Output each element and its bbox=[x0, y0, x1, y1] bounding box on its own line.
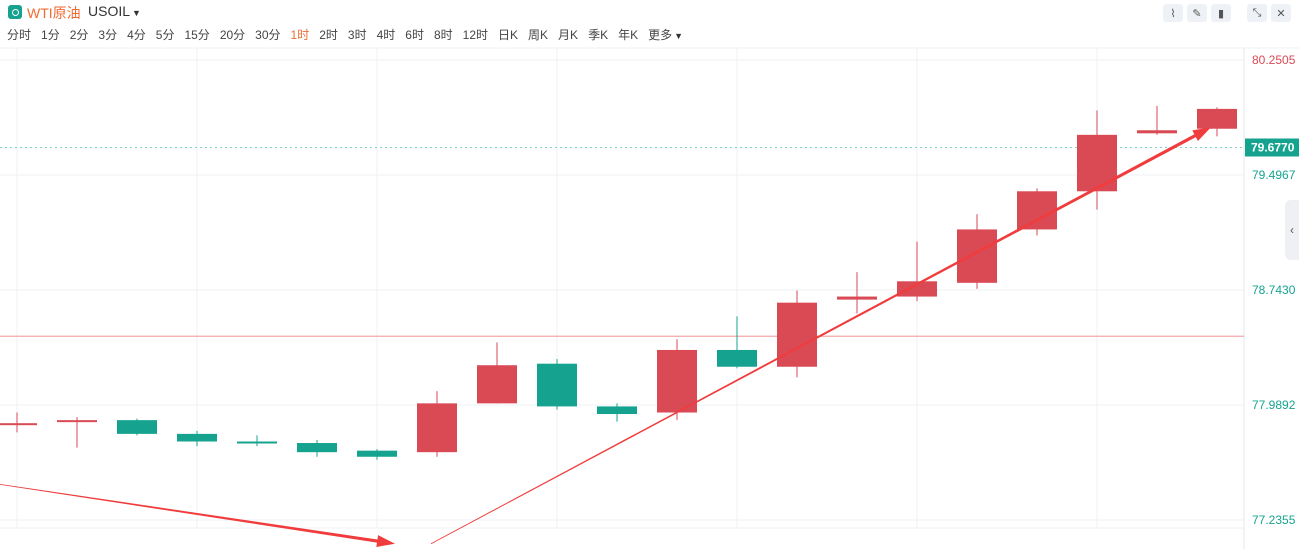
interval-tab[interactable]: 分时 bbox=[7, 28, 32, 42]
symbol-icon bbox=[8, 5, 22, 19]
y-tick-label: 77.9892 bbox=[1252, 398, 1296, 412]
interval-tab[interactable]: 15分 bbox=[184, 28, 210, 42]
interval-tab[interactable]: 年K bbox=[618, 28, 639, 42]
candle-body bbox=[237, 441, 277, 444]
candle-body bbox=[897, 281, 937, 297]
interval-tab[interactable]: 1时 bbox=[290, 28, 310, 42]
candle-body bbox=[0, 423, 37, 426]
candle-body bbox=[417, 403, 457, 453]
close-icon[interactable]: ✕ bbox=[1271, 4, 1291, 22]
interval-tab[interactable]: 日K bbox=[498, 28, 519, 42]
candle-body bbox=[177, 433, 217, 442]
interval-tab[interactable]: 2分 bbox=[69, 28, 89, 42]
interval-tab[interactable]: 4分 bbox=[127, 28, 146, 42]
interval-tab[interactable]: 1分 bbox=[41, 28, 60, 42]
candle-body bbox=[117, 420, 157, 434]
candle-body bbox=[597, 406, 637, 415]
candle-body bbox=[297, 443, 337, 453]
pencil-icon[interactable]: ✎ bbox=[1187, 4, 1207, 22]
interval-tab[interactable]: 5分 bbox=[155, 28, 175, 42]
interval-tabs: 分时 1分 2分 3分 4分 5分 15分 20分 30分 1时 2时 3时 4时 6时 8时 12时 日K 周K… bbox=[0, 26, 693, 44]
interval-tab[interactable]: 8时 bbox=[433, 28, 453, 42]
y-tick-label: 79.4967 bbox=[1252, 168, 1296, 182]
trend-arrow bbox=[0, 483, 395, 547]
candle-body bbox=[837, 296, 877, 300]
candle-body bbox=[537, 363, 577, 407]
caret-down-icon: ▼ bbox=[674, 31, 684, 41]
candle-body bbox=[657, 349, 697, 413]
interval-tab[interactable]: 3分 bbox=[98, 28, 118, 42]
candle-body bbox=[357, 450, 397, 457]
candle-body bbox=[717, 349, 757, 367]
interval-tab[interactable]: 3时 bbox=[347, 28, 367, 42]
chevron-left-icon[interactable]: ‹ bbox=[1285, 200, 1299, 260]
interval-tab[interactable]: 季K bbox=[588, 28, 609, 42]
candle-body bbox=[957, 229, 997, 283]
candle-body bbox=[57, 420, 97, 423]
symbol-selector[interactable]: USOIL ▼ bbox=[88, 3, 141, 19]
candle-body bbox=[777, 302, 817, 367]
caret-down-icon: ▼ bbox=[132, 8, 141, 18]
interval-tab[interactable]: 周K bbox=[528, 28, 549, 42]
interval-tab[interactable]: 4时 bbox=[376, 28, 396, 42]
interval-tab[interactable]: 6时 bbox=[405, 28, 424, 42]
interval-tab[interactable]: 20分 bbox=[219, 28, 246, 42]
current-price-badge bbox=[1245, 138, 1299, 157]
chart-header: WTI原油 USOIL ▼ ⌇ ✎ ▮ ⤡ ✕ bbox=[0, 0, 1299, 24]
symbol-name[interactable]: WTI原油 bbox=[27, 5, 81, 21]
candles-icon[interactable]: ▮ bbox=[1211, 4, 1231, 22]
candle-body bbox=[1077, 134, 1117, 192]
candle-body bbox=[1137, 130, 1177, 134]
symbol-code: USOIL bbox=[88, 3, 131, 19]
interval-tab[interactable]: 2时 bbox=[319, 28, 338, 42]
current-price-label: 79.6770 bbox=[1251, 140, 1295, 154]
trend-arrow bbox=[430, 127, 1211, 545]
line-tool-icon[interactable]: ⌇ bbox=[1163, 4, 1183, 22]
interval-tab[interactable]: 30分 bbox=[255, 28, 281, 42]
interval-tab[interactable]: 更多 ▼ bbox=[648, 28, 684, 42]
interval-tab[interactable]: 12时 bbox=[462, 28, 489, 42]
candle-body bbox=[477, 365, 517, 404]
candle-body bbox=[1197, 108, 1237, 129]
y-tick-label: 77.2355 bbox=[1252, 513, 1296, 527]
toolbar: ⌇ ✎ ▮ ⤡ ✕ bbox=[1163, 4, 1291, 22]
candle-body bbox=[1017, 191, 1057, 230]
y-tick-label: 80.2505 bbox=[1252, 53, 1296, 67]
collapse-icon[interactable]: ⤡ bbox=[1247, 4, 1267, 22]
interval-tab[interactable]: 月K bbox=[558, 28, 579, 42]
y-tick-label: 78.7430 bbox=[1252, 283, 1296, 297]
